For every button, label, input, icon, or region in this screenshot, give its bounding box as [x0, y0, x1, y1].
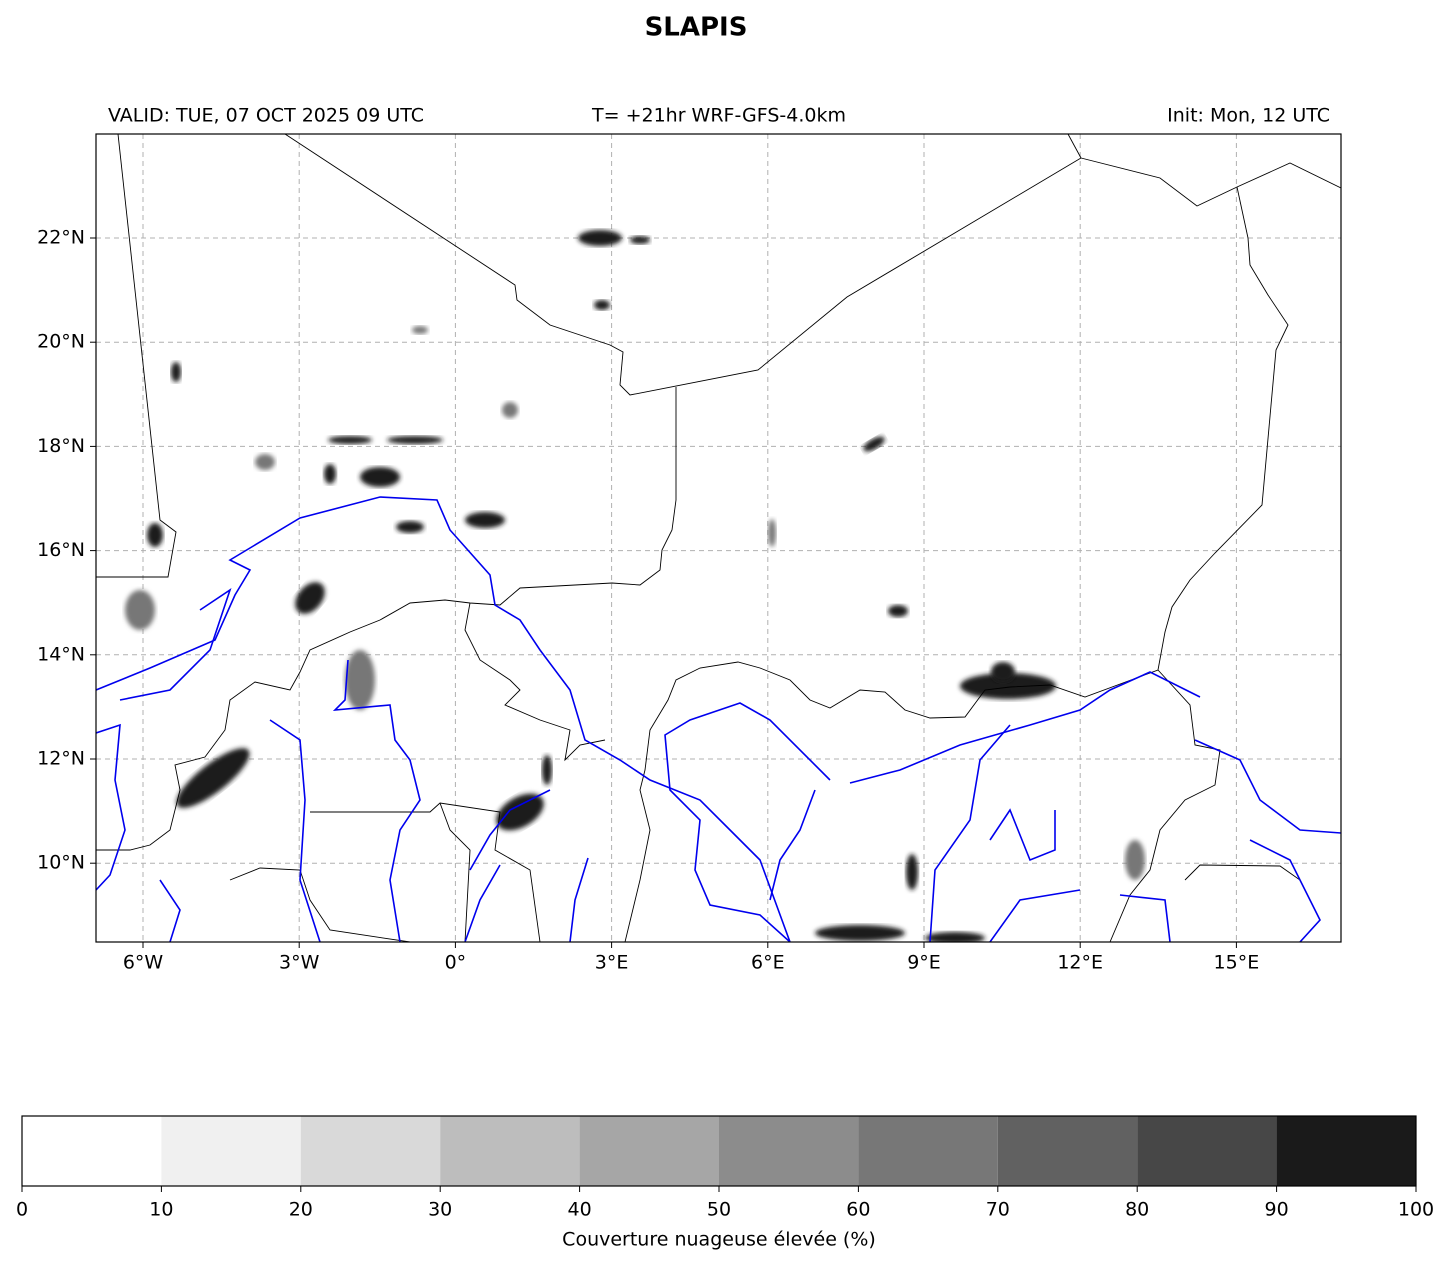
- colorbar-bin: [1137, 1116, 1277, 1186]
- lon-label: 15°E: [1214, 952, 1260, 974]
- colorbar-tick-label: 70: [986, 1199, 1010, 1221]
- lat-label: 20°N: [37, 331, 85, 353]
- valid-time: VALID: TUE, 07 OCT 2025 09 UTC: [108, 105, 424, 127]
- init-time: Init: Mon, 12 UTC: [1167, 105, 1330, 127]
- colorbar-bin: [719, 1116, 859, 1186]
- colorbar-bin: [161, 1116, 301, 1186]
- colorbar-tick-label: 80: [1125, 1199, 1149, 1221]
- lon-label: 12°E: [1057, 952, 1103, 974]
- colorbar-tick-label: 40: [568, 1199, 592, 1221]
- colorbar-tick-label: 100: [1398, 1199, 1434, 1221]
- colorbar-tick-label: 90: [1265, 1199, 1289, 1221]
- map-frame: [95, 133, 1342, 943]
- colorbar-tick-label: 20: [289, 1199, 313, 1221]
- lat-label: 10°N: [37, 852, 85, 874]
- colorbar-bin: [997, 1116, 1138, 1186]
- colorbar-bin: [1276, 1116, 1416, 1186]
- colorbar-tick-label: 50: [707, 1199, 731, 1221]
- colorbar-bin: [300, 1116, 441, 1186]
- colorbar-label: Couverture nuageuse élevée (%): [562, 1229, 876, 1251]
- colorbar-tick-label: 10: [149, 1199, 173, 1221]
- lon-label: 6°E: [751, 952, 785, 974]
- colorbar-tick-label: 60: [846, 1199, 870, 1221]
- colorbar-bin: [579, 1116, 719, 1186]
- title: SLAPIS: [645, 13, 748, 43]
- model-info: T= +21hr WRF-GFS-4.0km: [591, 105, 846, 127]
- colorbar: 0 10 20 30 40 50 60 70 80 90 100: [16, 1115, 1434, 1221]
- colorbar-tick-label: 0: [16, 1199, 28, 1221]
- lon-label: 0°: [445, 952, 467, 974]
- map-content: [96, 134, 1341, 942]
- lon-label: 3°W: [279, 952, 320, 974]
- colorbar-bin: [22, 1116, 162, 1186]
- colorbar-bin: [440, 1116, 580, 1186]
- lat-label: 12°N: [37, 748, 85, 770]
- borders: [96, 134, 1341, 942]
- rivers: [96, 496, 1341, 942]
- lat-label: 22°N: [37, 227, 85, 249]
- lat-label: 18°N: [37, 435, 85, 457]
- lat-label: 16°N: [37, 539, 85, 561]
- clouds: [125, 230, 1145, 942]
- lon-label: 6°W: [123, 952, 164, 974]
- graticule: [90, 134, 1341, 948]
- lat-label: 14°N: [37, 643, 85, 665]
- colorbar-tick-label: 30: [428, 1199, 452, 1221]
- lon-label: 9°E: [907, 952, 941, 974]
- colorbar-bin: [858, 1116, 998, 1186]
- lon-label: 3°E: [595, 952, 629, 974]
